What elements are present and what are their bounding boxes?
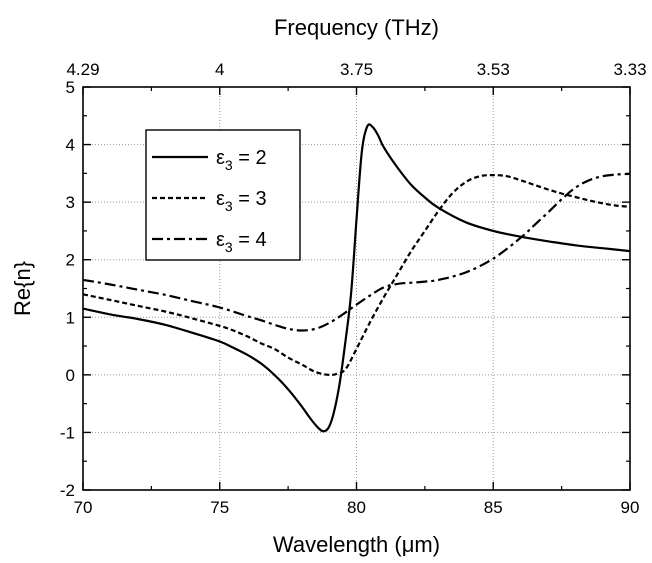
series-line-3 <box>82 172 631 332</box>
legend-subscript: 3 <box>225 239 233 255</box>
top-tick-label: 4.29 <box>66 60 99 79</box>
legend-symbol: ε <box>216 229 225 251</box>
y-axis-title: Re{n} <box>10 261 35 316</box>
series-line-2 <box>82 173 631 377</box>
x-tick-label: 70 <box>74 498 93 517</box>
legend-value: = 3 <box>233 188 267 210</box>
legend-box <box>145 129 301 261</box>
top-tick-label: 3.53 <box>477 60 510 79</box>
y-tick-label: 5 <box>66 78 75 97</box>
legend-value: = 4 <box>233 229 267 251</box>
legend-symbol: ε <box>216 188 225 210</box>
x-tick-label: 90 <box>621 498 640 517</box>
legend-label-1: ε3 = 2 <box>216 147 267 173</box>
data-curves <box>82 123 631 433</box>
y-tick-label: -2 <box>60 481 75 500</box>
grid <box>83 87 630 490</box>
legend-symbol: ε <box>216 147 225 169</box>
legend-label-2: ε3 = 3 <box>216 188 267 214</box>
top-tick-label: 3.33 <box>613 60 646 79</box>
x-tick-label: 75 <box>210 498 229 517</box>
y-tick-label: 0 <box>66 366 75 385</box>
series-line-1 <box>82 123 631 433</box>
x-tick-label: 80 <box>347 498 366 517</box>
top-tick-label: 3.75 <box>340 60 373 79</box>
x-axis-title: Wavelength (μm) <box>273 532 440 557</box>
top-axis-title: Frequency (THz) <box>274 15 439 40</box>
x-tick-label: 85 <box>484 498 503 517</box>
y-tick-label: -1 <box>60 423 75 442</box>
legend: ε3 = 2ε3 = 3ε3 = 4 <box>145 129 301 261</box>
axis-ticks: 70 75 80 85 90 -2 -1 0 1 2 3 4 54.29 4 3.75 3.53 3.33 <box>60 60 647 517</box>
top-tick-label: 4 <box>215 60 224 79</box>
y-tick-label: 2 <box>66 251 75 270</box>
y-tick-label: 1 <box>66 308 75 327</box>
legend-subscript: 3 <box>225 198 233 214</box>
y-tick-label: 4 <box>66 136 75 155</box>
legend-subscript: 3 <box>225 157 233 173</box>
y-tick-label: 3 <box>66 193 75 212</box>
legend-value: = 2 <box>233 147 267 169</box>
legend-label-3: ε3 = 4 <box>216 229 267 255</box>
